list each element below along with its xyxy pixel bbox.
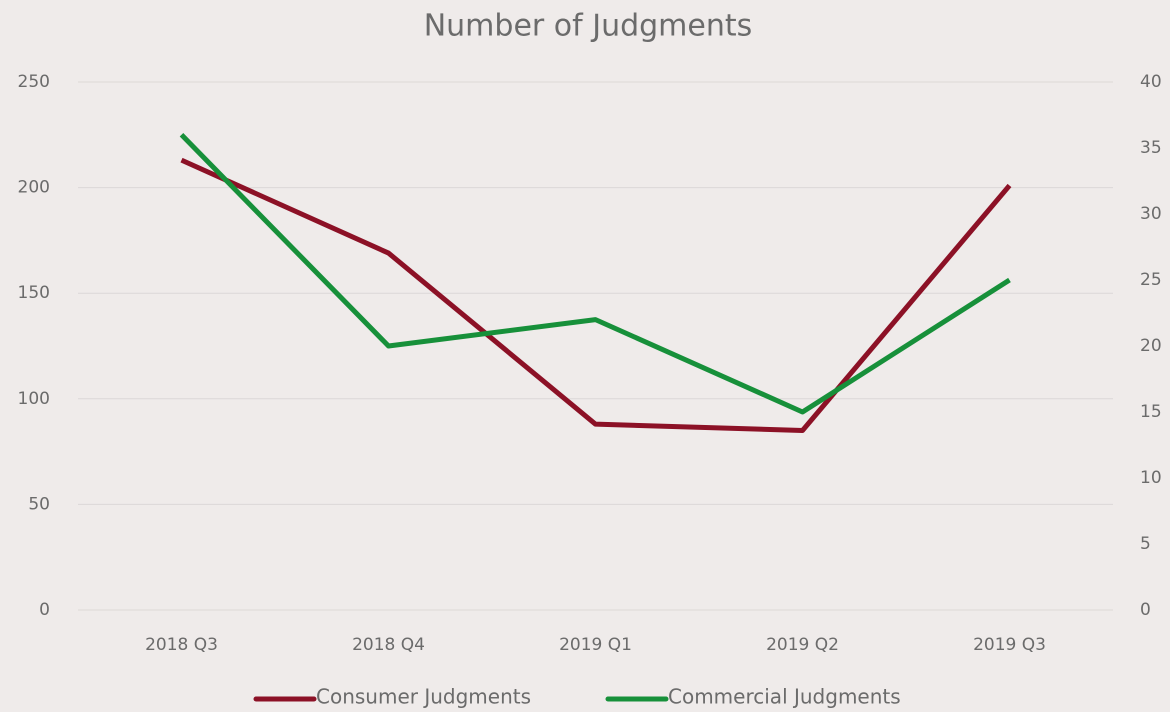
- y2-tick-label: 20: [1140, 336, 1162, 356]
- x-tick-label: 2019 Q2: [766, 635, 839, 655]
- y2-tick-label: 0: [1140, 600, 1151, 620]
- y-tick-label: 150: [18, 283, 50, 303]
- chart-title: Number of Judgments: [424, 9, 753, 44]
- x-tick-label: 2019 Q1: [559, 635, 632, 655]
- y-tick-label: 100: [18, 389, 50, 409]
- y2-tick-label: 40: [1140, 72, 1162, 92]
- series-line: [180, 157, 1012, 433]
- y2-tick-label: 35: [1140, 138, 1162, 158]
- y2-tick-label: 25: [1140, 270, 1162, 290]
- y-tick-label: 50: [28, 494, 50, 514]
- y2-tick-label: 10: [1140, 468, 1162, 488]
- x-tick-label: 2019 Q3: [973, 635, 1046, 655]
- x-tick-label: 2018 Q4: [352, 635, 425, 655]
- y-tick-label: 0: [39, 600, 50, 620]
- y2-tick-label: 5: [1140, 534, 1151, 554]
- x-tick-label: 2018 Q3: [145, 635, 218, 655]
- y2-tick-label: 15: [1140, 402, 1162, 422]
- series-line: [179, 133, 1011, 415]
- y-tick-label: 200: [18, 178, 50, 198]
- legend-label: Commercial Judgments: [668, 685, 901, 709]
- y-tick-label: 250: [18, 72, 50, 92]
- y2-tick-label: 30: [1140, 204, 1162, 224]
- legend-label: Consumer Judgments: [316, 685, 531, 709]
